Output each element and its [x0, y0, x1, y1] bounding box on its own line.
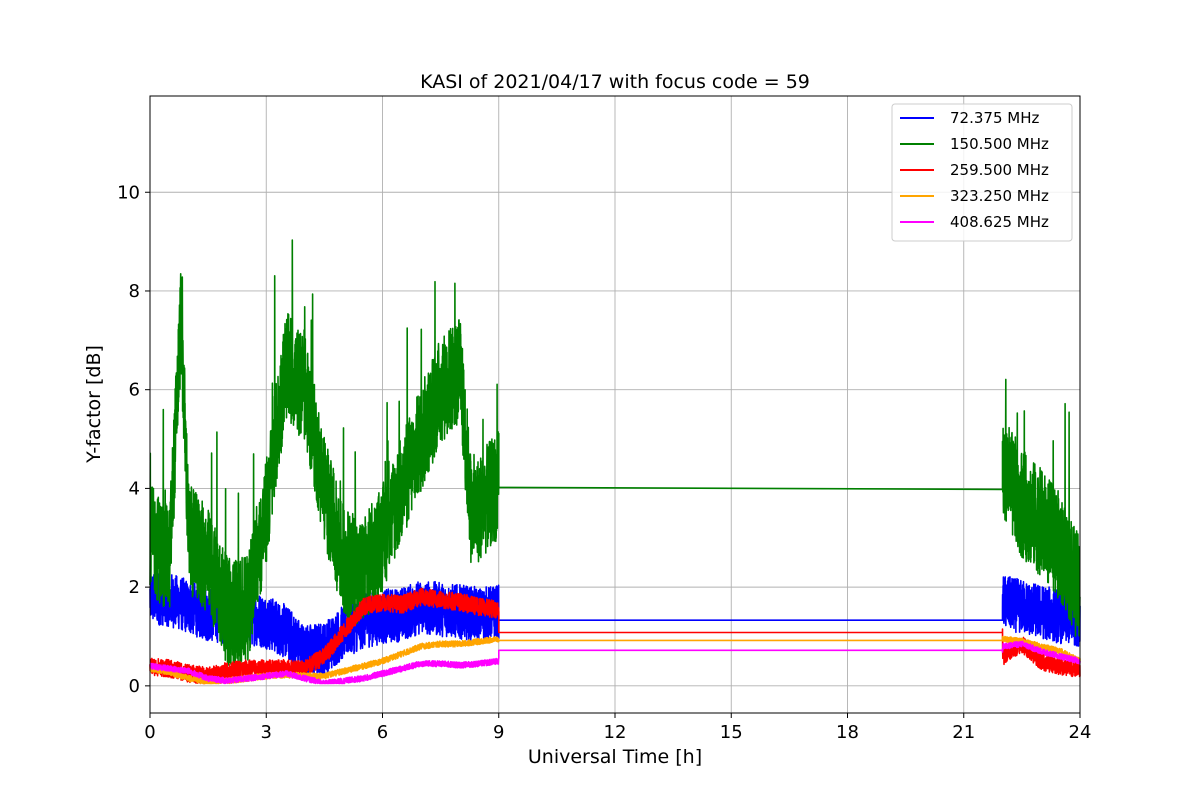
x-tick-label: 6	[377, 722, 388, 743]
y-tick-label: 0	[129, 676, 140, 697]
y-tick-label: 10	[117, 182, 140, 203]
y-tick-label: 2	[129, 577, 140, 598]
series-layer	[149, 239, 1081, 685]
x-tick-label: 21	[952, 722, 975, 743]
legend: 72.375 MHz 150.500 MHz 259.500 MHz 323.250 …	[891, 103, 1073, 242]
x-tick-label: 0	[144, 722, 155, 743]
legend-label: 150.500 MHz	[950, 135, 1049, 153]
legend-label: 323.250 MHz	[950, 187, 1049, 205]
y-tick-label: 6	[129, 380, 140, 401]
chart-title: KASI of 2021/04/17 with focus code = 59	[420, 71, 810, 93]
x-tick-label: 24	[1069, 722, 1092, 743]
y-tick-label: 8	[129, 281, 140, 302]
x-tick-label: 3	[261, 722, 272, 743]
legend-box	[891, 103, 1073, 242]
x-tick-label: 18	[836, 722, 859, 743]
y-tick-label: 4	[129, 478, 140, 499]
x-tick-label: 9	[493, 722, 504, 743]
x-tick-label: 12	[604, 722, 627, 743]
legend-label: 72.375 MHz	[950, 109, 1039, 127]
legend-label: 408.625 MHz	[950, 213, 1049, 231]
x-axis-label: Universal Time [h]	[528, 746, 702, 768]
y-axis-label: Y-factor [dB]	[83, 345, 105, 464]
legend-label: 259.500 MHz	[950, 161, 1049, 179]
series-line-4	[149, 640, 1081, 685]
x-tick-label: 15	[720, 722, 743, 743]
